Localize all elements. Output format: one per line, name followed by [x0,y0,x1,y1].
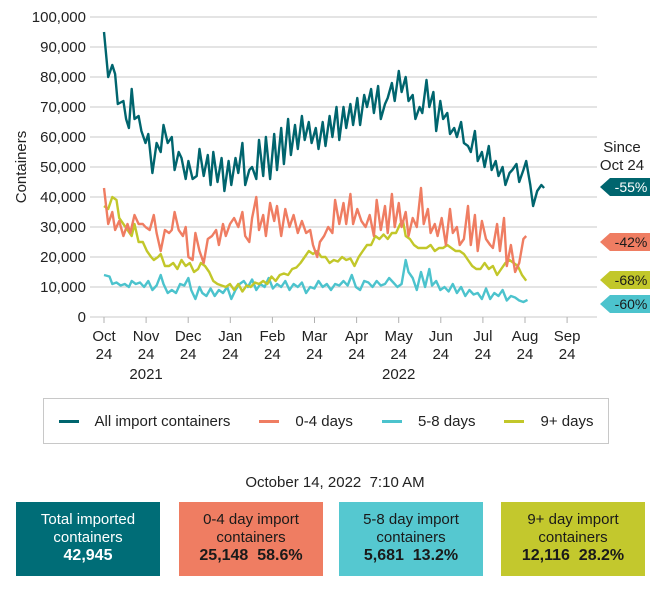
x-tick-label-day: 24 [348,346,365,363]
y-tick-label: 90,000 [40,39,86,56]
x-tick-label-day: 24 [432,346,449,363]
series-line-all-import-containers [102,31,545,208]
y-axis-ticks: 0 10,000 20,000 30,000 40,000 50,000 60,000 70,… [32,9,86,326]
x-tick-label-month: Apr [345,328,368,345]
card-title: 0-4 day import [203,511,299,528]
card-value: 5,681 13.2% [363,547,459,564]
y-tick-label: 20,000 [40,249,86,266]
card-5-8-day: 5-8 day import containers 5,681 13.2% [339,502,483,576]
card-title: containers [538,529,608,546]
card-title: containers [53,529,123,546]
x-tick-label-day: 24 [264,346,281,363]
x-tick-label-month: Aug [512,328,539,345]
x-tick-label-day: 24 [306,346,323,363]
y-tick-label: 60,000 [40,129,86,146]
series-line-0-4-days [102,186,528,274]
legend-label: 9+ days [540,412,594,430]
legend-swatch-9plus [504,419,525,423]
legend-label: 5-8 days [417,412,476,430]
change-tag-label: -68% [615,272,648,288]
x-tick-label-month: Mar [302,328,328,345]
legend-swatch-all [58,419,79,423]
y-axis-label: Containers [13,131,30,204]
card-value: 12,116 28.2% [521,547,625,564]
legend-swatch-0-4 [259,419,280,423]
x-year-label: 2021 [129,366,162,383]
card-title: containers [376,529,446,546]
x-tick-label-day: 24 [475,346,492,363]
line-chart: 0 10,000 20,000 30,000 40,000 50,000 60,000 70,… [13,9,650,383]
y-tick-label: 10,000 [40,279,86,296]
legend-item-all: All import containers [58,412,231,430]
x-tick-label-month: Jun [429,328,453,345]
card-title: 9+ day import [527,511,619,528]
change-tag-label: -60% [615,296,648,312]
change-tag [600,271,650,289]
summary-cards: Total imported containers 42,945 0-4 day… [16,502,656,577]
timestamp: October 14, 2022 7:10 AM [245,474,425,491]
legend-swatch-5-8 [381,419,402,423]
legend-item-9plus: 9+ days [504,413,593,430]
card-total-imported: Total imported containers 42,945 [16,502,160,576]
legend-item-0-4: 0-4 days [259,413,353,430]
y-tick-label: 50,000 [40,159,86,176]
y-tick-label: 0 [78,309,86,326]
change-tag-label: -55% [615,179,648,195]
change-tag [600,295,650,313]
legend-label: All import containers [94,412,231,430]
x-tick-label-day: 24 [180,346,197,363]
x-tick-label-month: Oct [92,328,116,345]
series-line-5-8-days [103,258,529,304]
change-tag-label: -42% [615,234,648,250]
x-tick-label-month: Sep [554,328,581,345]
x-axis-ticks: Oct24Nov24Dec24Jan24Feb24Mar24Apr24May24… [92,317,580,383]
legend-item-5-8: 5-8 days [381,412,476,430]
card-value: 42,945 [63,547,113,564]
x-tick-label-month: Jul [473,328,492,345]
x-tick-label-month: Dec [175,328,202,345]
legend-label: 0-4 days [295,412,353,430]
x-tick-label-month: Jan [218,328,242,345]
x-tick-label-month: Nov [133,328,160,345]
legend: All import containers 0-4 days 5-8 days … [43,398,609,444]
annotation-header: Oct 24 [600,157,644,174]
y-tick-label: 40,000 [40,189,86,206]
x-tick-label-day: 24 [138,346,155,363]
y-tick-label: 80,000 [40,69,86,86]
x-tick-label-day: 24 [559,346,576,363]
series-line-9-days [103,195,528,293]
y-tick-label: 100,000 [32,9,86,26]
y-tick-label: 70,000 [40,99,86,116]
x-tick-label-day: 24 [222,346,239,363]
x-year-label: 2022 [382,366,415,383]
y-tick-label: 30,000 [40,219,86,236]
card-title: 5-8 day import [363,511,459,528]
x-tick-label-day: 24 [517,346,534,363]
card-0-4-day: 0-4 day import containers 25,148 58.6% [179,502,323,576]
change-tag [600,233,650,251]
card-title: containers [216,529,286,546]
annotation-header: Since [603,139,641,156]
change-tag [600,178,650,196]
card-title: Total imported [40,511,136,528]
card-value: 25,148 58.6% [199,547,303,564]
series-lines [102,31,545,304]
x-tick-label-day: 24 [96,346,113,363]
x-tick-label-month: May [385,328,414,345]
x-tick-label-day: 24 [390,346,407,363]
x-tick-label-month: Feb [259,328,285,345]
card-9plus-day: 9+ day import containers 12,116 28.2% [501,502,645,576]
